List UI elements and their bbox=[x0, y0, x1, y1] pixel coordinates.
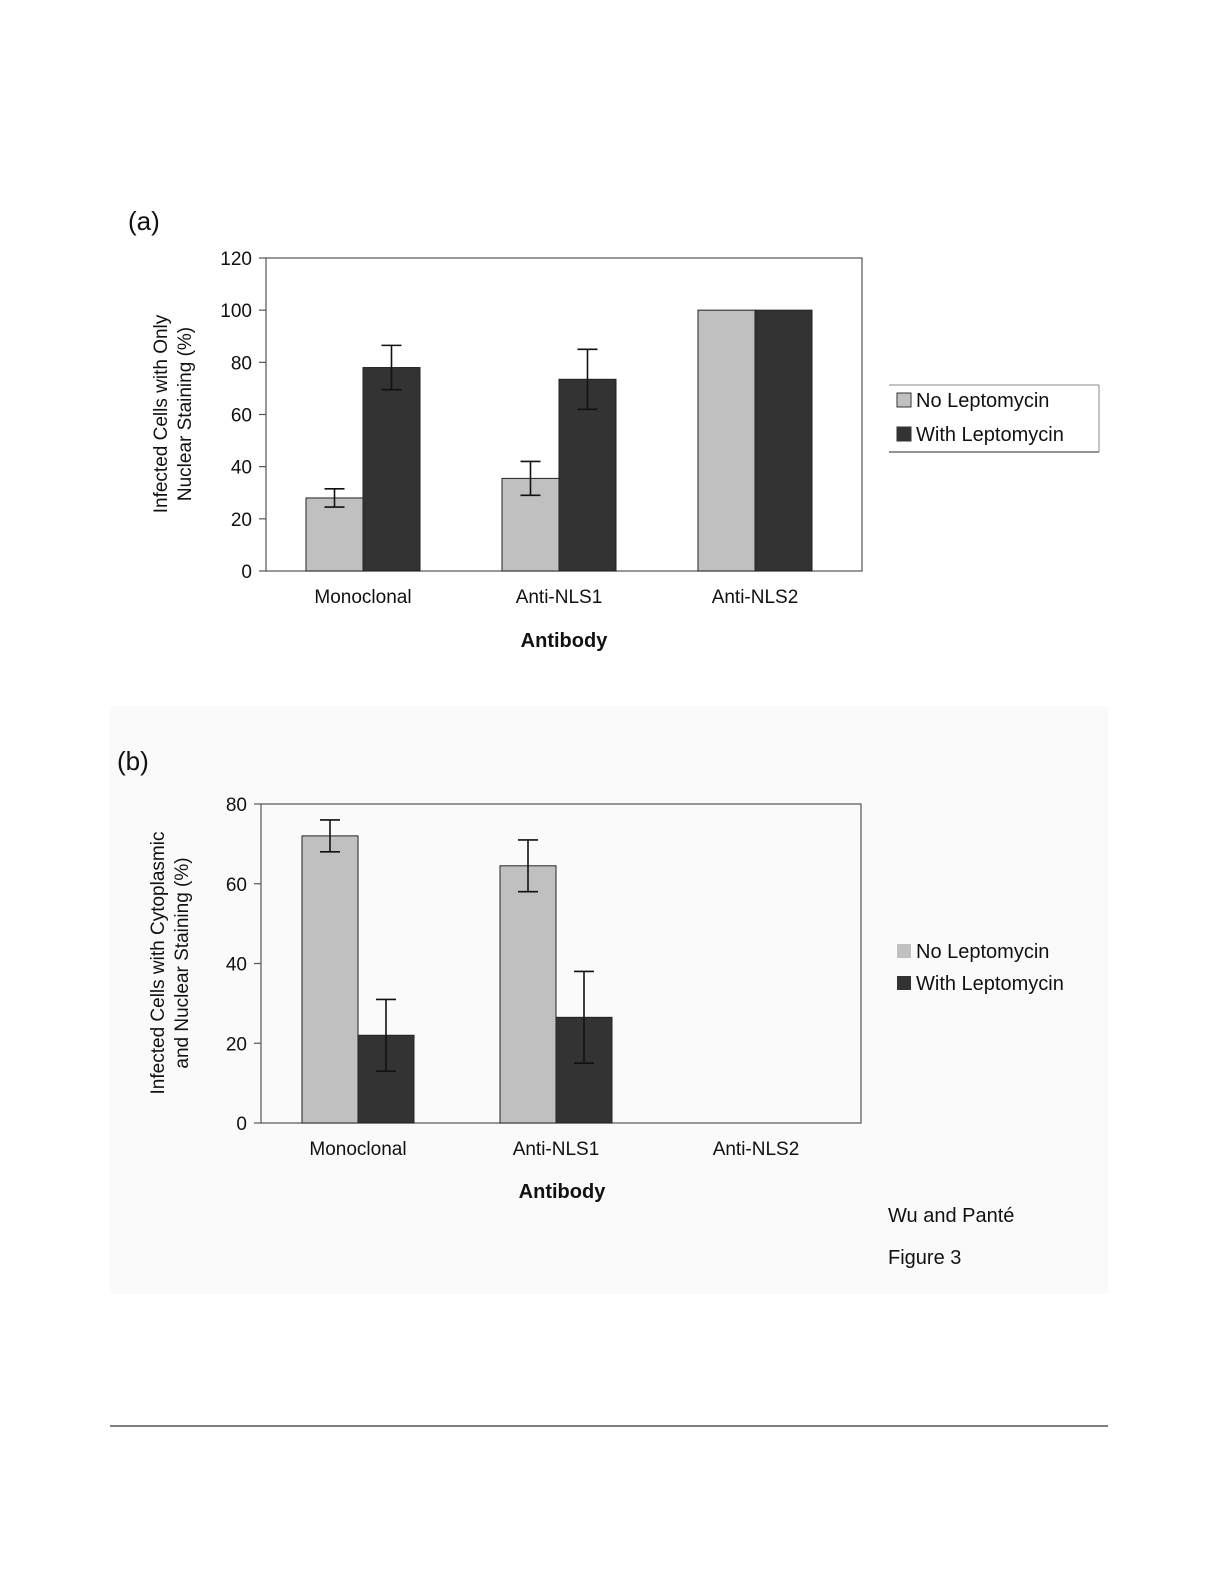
chart-a: (a) 0 20 40 60 80 100 120 Monoclonal Anti-NLS1 A… bbox=[128, 206, 1100, 652]
chart-a-error-bar-no-leptomycin-anti-nls1 bbox=[520, 460, 541, 497]
chart-a-ytick-label: 120 bbox=[220, 249, 252, 270]
chart-a-error-bar-with-leptomycin-anti-nls1 bbox=[577, 348, 598, 411]
chart-b-legend-label-with-leptomycin: With Leptomycin bbox=[916, 973, 1064, 995]
chart-b-error-bar-no-leptomycin-monoclonal bbox=[320, 819, 340, 853]
chart-b-legend-swatch-no-leptomycin bbox=[897, 944, 911, 958]
chart-a-legend-label-no-leptomycin: No Leptomycin bbox=[916, 390, 1049, 412]
chart-b-xtick-label-monoclonal: Monoclonal bbox=[309, 1139, 406, 1160]
chart-a-xtick-label-monoclonal: Monoclonal bbox=[314, 587, 411, 608]
chart-a-error-bar-no-leptomycin-monoclonal bbox=[324, 488, 345, 508]
chart-a-error-bars bbox=[324, 344, 598, 508]
chart-b-ylabel-line2: and Nuclear Staining (%) bbox=[172, 857, 193, 1068]
chart-b-xtick-label-anti-nls2: Anti-NLS2 bbox=[713, 1139, 800, 1160]
chart-b-x-ticks: Monoclonal Anti-NLS1 Anti-NLS2 bbox=[309, 1139, 799, 1160]
chart-b-ylabel-line1: Infected Cells with Cytoplasmic bbox=[148, 832, 169, 1095]
chart-a-y-ticks: 0 20 40 60 80 100 120 bbox=[220, 249, 266, 583]
chart-a-legend-swatch-no-leptomycin bbox=[896, 392, 912, 408]
chart-a-ytick-label: 40 bbox=[231, 458, 252, 479]
chart-b-error-bars bbox=[320, 819, 594, 1072]
chart-b-error-bar-no-leptomycin-anti-nls1 bbox=[518, 839, 538, 893]
chart-b-bar-no-leptomycin-monoclonal bbox=[301, 835, 359, 1124]
chart-a-bar-with-leptomycin-anti-nls2 bbox=[754, 309, 813, 572]
chart-a-ylabel-line2: Nuclear Staining (%) bbox=[175, 327, 196, 501]
chart-a-ytick-label: 60 bbox=[231, 406, 252, 427]
chart-a-bars bbox=[305, 309, 813, 572]
chart-b-ytick-label: 80 bbox=[226, 795, 247, 816]
chart-b-panel-label: (b) bbox=[117, 746, 149, 776]
caption-figure-number: Figure 3 bbox=[888, 1247, 961, 1269]
chart-a-xtick-label-anti-nls1: Anti-NLS1 bbox=[516, 587, 603, 608]
chart-b-xtick-label-anti-nls1: Anti-NLS1 bbox=[513, 1139, 600, 1160]
chart-b-legend: No Leptomycin With Leptomycin bbox=[897, 941, 1064, 995]
chart-b-legend-swatch-with-leptomycin bbox=[897, 976, 911, 990]
chart-a-legend-swatch-with-leptomycin bbox=[896, 426, 912, 442]
chart-a-ytick-label: 0 bbox=[241, 562, 252, 583]
chart-b-y-ticks: 0 20 40 60 80 bbox=[226, 795, 261, 1135]
chart-a-bar-with-leptomycin-monoclonal bbox=[362, 367, 421, 572]
chart-a-bar-no-leptomycin-anti-nls2 bbox=[697, 309, 756, 572]
chart-a-ytick-label: 80 bbox=[231, 353, 252, 374]
chart-a-legend-label-with-leptomycin: With Leptomycin bbox=[916, 424, 1064, 446]
chart-a-xtick-label-anti-nls2: Anti-NLS2 bbox=[712, 587, 799, 608]
chart-a-ytick-label: 20 bbox=[231, 510, 252, 531]
chart-a-legend: No Leptomycin With Leptomycin bbox=[889, 384, 1100, 453]
chart-a-panel-label: (a) bbox=[128, 206, 160, 236]
chart-a-error-bar-with-leptomycin-monoclonal bbox=[381, 344, 402, 391]
chart-b-ytick-label: 0 bbox=[236, 1114, 247, 1135]
caption-authors: Wu and Panté bbox=[888, 1205, 1014, 1227]
chart-a-x-ticks: Monoclonal Anti-NLS1 Anti-NLS2 bbox=[314, 587, 798, 608]
chart-a-bar-no-leptomycin-monoclonal bbox=[305, 497, 364, 572]
chart-a-bar-with-leptomycin-anti-nls1 bbox=[558, 378, 617, 572]
chart-a-xlabel: Antibody bbox=[521, 630, 609, 652]
chart-b: (b) 0 20 40 60 80 Monoclonal Anti-NLS1 Anti-NL… bbox=[117, 746, 1064, 1203]
chart-b-bar-no-leptomycin-anti-nls1 bbox=[499, 865, 557, 1124]
chart-b-ytick-label: 20 bbox=[226, 1034, 247, 1055]
chart-a-ytick-label: 100 bbox=[220, 301, 252, 322]
chart-b-ytick-label: 40 bbox=[226, 955, 247, 976]
chart-a-ylabel-line1: Infected Cells with Only bbox=[151, 314, 172, 513]
chart-b-legend-label-no-leptomycin: No Leptomycin bbox=[916, 941, 1049, 963]
chart-b-bars bbox=[301, 835, 613, 1124]
chart-b-error-bar-with-leptomycin-anti-nls1 bbox=[574, 970, 594, 1064]
chart-b-xlabel: Antibody bbox=[519, 1181, 607, 1203]
chart-b-error-bar-with-leptomycin-monoclonal bbox=[376, 998, 396, 1072]
chart-b-ytick-label: 60 bbox=[226, 875, 247, 896]
